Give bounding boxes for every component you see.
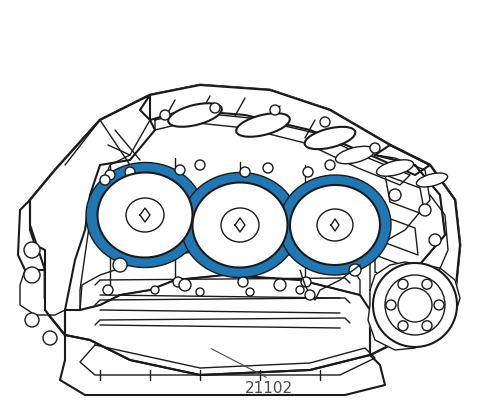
Circle shape	[103, 285, 113, 295]
Circle shape	[100, 175, 110, 185]
Circle shape	[305, 290, 315, 300]
Circle shape	[349, 264, 361, 276]
Circle shape	[434, 300, 444, 310]
Circle shape	[113, 258, 127, 272]
Ellipse shape	[97, 173, 192, 258]
Polygon shape	[60, 335, 385, 395]
Ellipse shape	[376, 160, 413, 176]
Circle shape	[373, 263, 457, 347]
Circle shape	[398, 288, 432, 322]
Ellipse shape	[86, 163, 204, 267]
Circle shape	[151, 286, 159, 294]
Circle shape	[398, 279, 408, 289]
Circle shape	[246, 288, 254, 296]
Ellipse shape	[305, 127, 355, 149]
Ellipse shape	[168, 103, 222, 127]
Ellipse shape	[221, 208, 259, 242]
Polygon shape	[140, 85, 430, 175]
Circle shape	[270, 105, 280, 115]
Ellipse shape	[192, 183, 288, 267]
Ellipse shape	[336, 146, 374, 164]
Circle shape	[43, 331, 57, 345]
Circle shape	[196, 288, 204, 296]
Polygon shape	[30, 85, 460, 375]
Circle shape	[429, 234, 441, 246]
Circle shape	[160, 110, 170, 120]
Polygon shape	[65, 275, 370, 375]
Circle shape	[303, 167, 313, 177]
Circle shape	[103, 195, 113, 205]
Circle shape	[113, 188, 127, 202]
Circle shape	[24, 242, 40, 258]
Circle shape	[301, 277, 311, 287]
Circle shape	[238, 277, 248, 287]
Circle shape	[409, 264, 421, 276]
Polygon shape	[30, 95, 155, 335]
Circle shape	[240, 167, 250, 177]
Circle shape	[320, 117, 330, 127]
Circle shape	[389, 189, 401, 201]
Text: 21102: 21102	[245, 381, 293, 396]
Circle shape	[25, 313, 39, 327]
Ellipse shape	[290, 185, 380, 265]
Ellipse shape	[126, 198, 164, 232]
Circle shape	[195, 160, 205, 170]
Ellipse shape	[317, 209, 353, 241]
Circle shape	[385, 275, 445, 335]
Circle shape	[173, 277, 183, 287]
Ellipse shape	[236, 113, 290, 137]
Circle shape	[175, 165, 185, 175]
Circle shape	[113, 233, 127, 247]
Circle shape	[179, 279, 191, 291]
Circle shape	[210, 103, 220, 113]
Polygon shape	[80, 250, 360, 310]
Ellipse shape	[181, 173, 299, 277]
Polygon shape	[20, 270, 65, 335]
Polygon shape	[370, 145, 460, 355]
Circle shape	[422, 321, 432, 331]
Ellipse shape	[279, 175, 391, 275]
Ellipse shape	[417, 173, 447, 187]
Circle shape	[105, 170, 115, 180]
Circle shape	[325, 160, 335, 170]
Circle shape	[263, 163, 273, 173]
Polygon shape	[18, 200, 45, 270]
Circle shape	[419, 204, 431, 216]
Polygon shape	[368, 262, 460, 350]
Circle shape	[370, 143, 380, 153]
Circle shape	[24, 267, 40, 283]
Circle shape	[386, 300, 396, 310]
Circle shape	[398, 321, 408, 331]
Circle shape	[274, 279, 286, 291]
Circle shape	[296, 286, 304, 294]
Circle shape	[389, 279, 401, 291]
Circle shape	[125, 167, 135, 177]
Circle shape	[422, 279, 432, 289]
